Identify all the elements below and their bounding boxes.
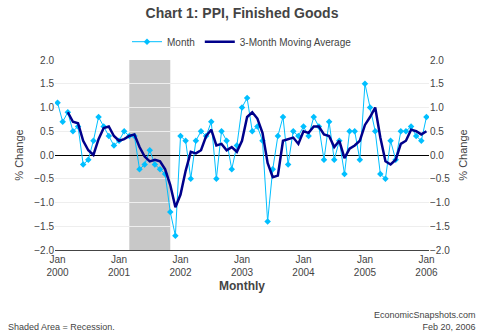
svg-text:1.0: 1.0 — [430, 102, 444, 113]
svg-text:% Change: % Change — [457, 129, 469, 180]
svg-text:Jan2004: Jan2004 — [292, 254, 315, 278]
svg-text:2.0: 2.0 — [40, 55, 54, 66]
svg-text:Chart 1: PPI, Finished Goods: Chart 1: PPI, Finished Goods — [146, 5, 339, 21]
svg-text:1.5: 1.5 — [40, 78, 54, 89]
svg-text:EconomicSnapshots.comFeb 20, 2: EconomicSnapshots.comFeb 20, 2006 — [374, 310, 476, 332]
svg-text:Jan2005: Jan2005 — [354, 254, 377, 278]
svg-text:0.5: 0.5 — [430, 126, 444, 137]
svg-text:2.0: 2.0 — [430, 55, 444, 66]
svg-text:−1.5: −1.5 — [34, 221, 54, 232]
svg-text:−2.0: −2.0 — [34, 245, 54, 256]
svg-text:0.0: 0.0 — [40, 150, 54, 161]
svg-text:Jan2006: Jan2006 — [415, 254, 438, 278]
svg-text:Jan2001: Jan2001 — [108, 254, 131, 278]
svg-text:−1.0: −1.0 — [430, 197, 450, 208]
svg-text:3-Month Moving Average: 3-Month Moving Average — [240, 37, 351, 48]
svg-text:0.0: 0.0 — [430, 150, 444, 161]
svg-text:1.5: 1.5 — [430, 78, 444, 89]
svg-text:Jan2002: Jan2002 — [169, 254, 192, 278]
svg-text:1.0: 1.0 — [40, 102, 54, 113]
svg-text:Monthly: Monthly — [219, 279, 265, 293]
svg-text:−1.5: −1.5 — [430, 221, 450, 232]
svg-text:Jan2003: Jan2003 — [231, 254, 254, 278]
svg-text:−0.5: −0.5 — [430, 173, 450, 184]
svg-text:Jan2000: Jan2000 — [46, 254, 69, 278]
svg-text:−0.5: −0.5 — [34, 173, 54, 184]
svg-text:−1.0: −1.0 — [34, 197, 54, 208]
svg-text:Shaded Area = Recession.: Shaded Area = Recession. — [8, 322, 115, 332]
svg-text:−2.0: −2.0 — [430, 245, 450, 256]
svg-text:Month: Month — [167, 37, 195, 48]
svg-text:0.5: 0.5 — [40, 126, 54, 137]
svg-text:% Change: % Change — [13, 129, 25, 180]
